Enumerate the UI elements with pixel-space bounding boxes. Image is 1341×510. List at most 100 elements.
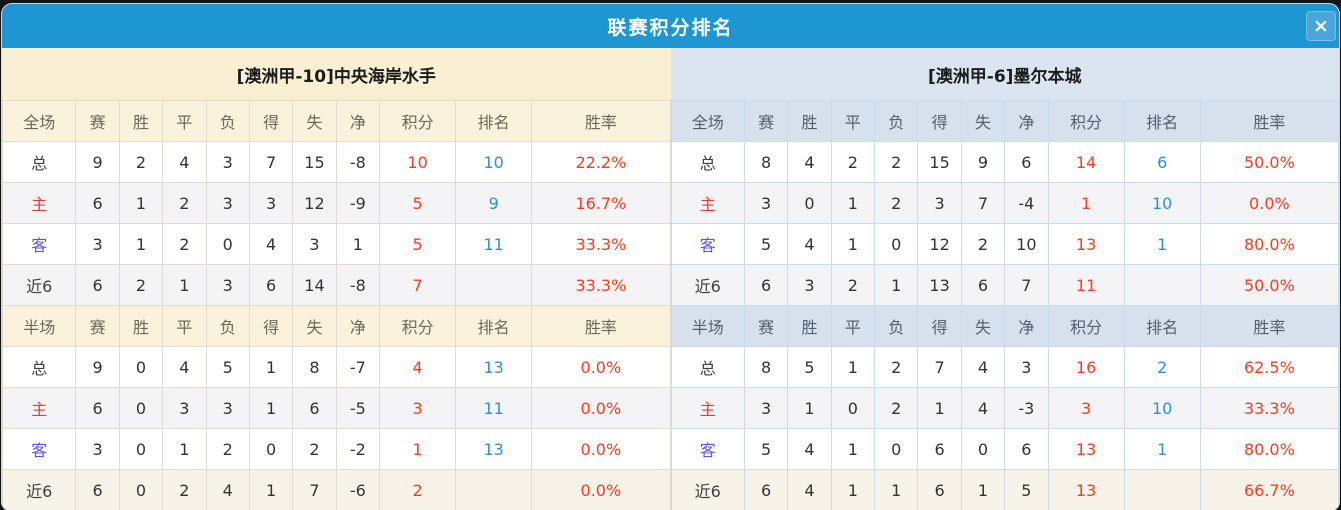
stat-cell: 2 xyxy=(292,428,337,470)
row-label: 近6 xyxy=(670,264,745,306)
scope-header: 全场 xyxy=(670,100,745,142)
dialog-titlebar: 联赛积分排名 × xyxy=(2,4,1339,48)
column-header: 排名 xyxy=(1123,305,1201,347)
column-header: 胜 xyxy=(787,100,832,142)
stat-cell: 7 xyxy=(292,469,337,510)
stat-cell: 0 xyxy=(118,387,164,429)
stat-cell: 8 xyxy=(743,141,789,183)
column-header: 得 xyxy=(917,305,962,347)
stat-cell: 1 xyxy=(248,387,294,429)
stat-cell: 9 xyxy=(75,346,120,388)
stat-cell: 2 xyxy=(830,264,876,306)
column-header: 胜 xyxy=(118,100,164,142)
column-header: 积分 xyxy=(379,100,457,142)
column-header: 净 xyxy=(335,100,381,142)
stat-cell xyxy=(455,264,533,306)
stat-cell: 10 xyxy=(455,141,533,183)
stat-cell: 6 xyxy=(292,387,337,429)
column-header: 积分 xyxy=(1047,100,1125,142)
row-label: 主 xyxy=(2,182,77,224)
stat-cell: 6 xyxy=(917,428,962,470)
stats-row: 主 6 0 3 3 1 6 -5 3 11 0.0% xyxy=(2,387,671,429)
stat-cell: 13 xyxy=(1047,469,1125,510)
stat-cell: 9 xyxy=(75,141,120,183)
stat-cell: 6 xyxy=(248,264,294,306)
stat-cell: -6 xyxy=(335,469,381,510)
team-title: [澳洲甲-10]中央海岸水手 xyxy=(2,48,671,100)
row-label: 近6 xyxy=(2,264,77,306)
stat-cell xyxy=(1123,264,1201,306)
stat-cell: 11 xyxy=(455,223,533,265)
column-header: 胜率 xyxy=(531,305,671,347)
stat-cell: 1 xyxy=(874,264,919,306)
stat-cell: 2 xyxy=(960,223,1006,265)
row-label: 客 xyxy=(670,223,745,265)
stat-cell: 14 xyxy=(292,264,337,306)
column-header: 净 xyxy=(1004,100,1049,142)
stat-cell: 2 xyxy=(874,141,919,183)
stats-row: 总 9 2 4 3 7 15 -8 10 10 22.2% xyxy=(2,141,671,183)
row-label: 主 xyxy=(670,387,745,429)
stat-cell: -9 xyxy=(335,182,381,224)
stats-row: 主 3 0 1 2 3 7 -4 1 10 0.0% xyxy=(670,182,1339,224)
column-header: 胜率 xyxy=(531,100,671,142)
stats-row: 主 6 1 2 3 3 12 -9 5 9 16.7% xyxy=(2,182,671,224)
column-header: 赛 xyxy=(743,305,789,347)
stat-cell: 50.0% xyxy=(1199,264,1339,306)
stat-cell: 0 xyxy=(960,428,1006,470)
stat-cell: 50.0% xyxy=(1199,141,1339,183)
stat-cell: 7 xyxy=(1004,264,1049,306)
row-label: 总 xyxy=(670,141,745,183)
column-header: 平 xyxy=(162,100,207,142)
stats-row: 客 5 4 1 0 12 2 10 13 1 80.0% xyxy=(670,223,1339,265)
column-header: 失 xyxy=(960,305,1006,347)
stat-cell: 2 xyxy=(162,223,207,265)
stat-cell: 4 xyxy=(960,387,1006,429)
stat-cell: 5 xyxy=(379,182,457,224)
row-label: 主 xyxy=(670,182,745,224)
column-header: 负 xyxy=(205,100,250,142)
column-header: 得 xyxy=(248,100,294,142)
column-header: 积分 xyxy=(1047,305,1125,347)
section-header-row: 半场赛胜平负得失净积分 排名 胜率 xyxy=(670,305,1339,347)
column-header: 得 xyxy=(917,100,962,142)
stat-cell: 1 xyxy=(960,469,1006,510)
stat-cell: 6 xyxy=(743,469,789,510)
row-label: 客 xyxy=(2,223,77,265)
stat-cell: 66.7% xyxy=(1199,469,1339,510)
stat-cell: 1 xyxy=(248,346,294,388)
stat-cell: 1 xyxy=(1123,428,1201,470)
scope-header: 半场 xyxy=(2,305,77,347)
stat-cell: 9 xyxy=(960,141,1006,183)
column-header: 胜 xyxy=(118,305,164,347)
stat-cell: 6 xyxy=(1004,428,1049,470)
stat-cell: 3 xyxy=(248,182,294,224)
stat-cell: 1 xyxy=(248,469,294,510)
stat-cell: 1 xyxy=(787,387,832,429)
scope-header: 半场 xyxy=(670,305,745,347)
stat-cell: 1 xyxy=(830,428,876,470)
stats-table: 全场赛胜平负得失净积分 排名 胜率总 9 2 4 3 7 15 -8 10 10 22.2% 主 6 1 2 3 3… xyxy=(2,100,671,510)
stat-cell: -4 xyxy=(1004,182,1049,224)
stat-cell: 1 xyxy=(118,182,164,224)
stat-cell: 4 xyxy=(960,346,1006,388)
stat-cell: 6 xyxy=(75,264,120,306)
stat-cell: 5 xyxy=(787,346,832,388)
stat-cell: 4 xyxy=(379,346,457,388)
team-panel: [澳洲甲-6]墨尔本城 全场赛胜平负得失净积分 排名 胜率总 8 4 2 2 15 9 6 14 6 50… xyxy=(670,48,1339,510)
stat-cell: 3 xyxy=(75,223,120,265)
close-button[interactable]: × xyxy=(1306,11,1336,41)
league-standings-dialog: 联赛积分排名 × [澳洲甲-10]中央海岸水手 全场赛胜平负得失净积分 排名 胜率总 9… xyxy=(2,4,1339,510)
section-header-row: 半场赛胜平负得失净积分 排名 胜率 xyxy=(2,305,671,347)
scope-header: 全场 xyxy=(2,100,77,142)
column-header: 失 xyxy=(292,100,337,142)
stat-cell: 0 xyxy=(118,346,164,388)
column-header: 排名 xyxy=(455,100,533,142)
stat-cell: 2 xyxy=(118,264,164,306)
stat-cell: 4 xyxy=(248,223,294,265)
stats-row: 近6 6 3 2 1 13 6 7 11 50.0% xyxy=(670,264,1339,306)
stat-cell: 6 xyxy=(743,264,789,306)
stat-cell: 0 xyxy=(830,387,876,429)
stat-cell: 13 xyxy=(1047,428,1125,470)
section-header-row: 全场赛胜平负得失净积分 排名 胜率 xyxy=(2,100,671,142)
